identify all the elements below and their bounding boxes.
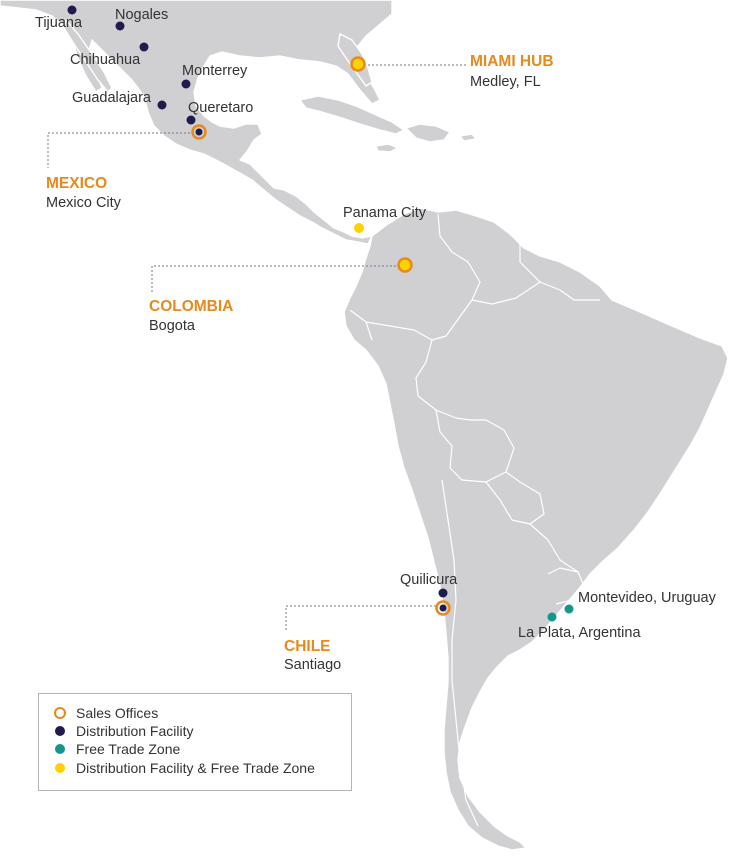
legend-item-dist-free-trade: Distribution Facility & Free Trade Zone: [51, 759, 315, 777]
hub-title-chile: CHILE: [284, 638, 331, 655]
city-label-tijuana: Tijuana: [35, 15, 83, 31]
border-ecuador: [349, 309, 373, 341]
distribution-dot-icon: [51, 722, 69, 740]
puerto-rico: [459, 133, 477, 142]
legend-item-distribution: Distribution Facility: [51, 722, 193, 740]
border-central-america: [299, 189, 327, 213]
city-label-nogales: Nogales: [115, 7, 168, 23]
border-mexico-guatemala: [257, 165, 285, 183]
free-trade-marker-la-plata[interactable]: [547, 612, 557, 622]
city-label-la-plata: La Plata, Argentina: [518, 625, 641, 641]
border-chile-argentina: [441, 479, 479, 827]
border-argentina-brazil: [529, 523, 579, 573]
legend-label-sales-offices: Sales Offices: [76, 705, 159, 721]
hub-title-miami: MIAMI HUB: [470, 53, 554, 70]
cuba: [299, 95, 405, 135]
hub-subtitle-colombia: Bogota: [149, 318, 196, 334]
distribution-marker-monterrey[interactable]: [181, 79, 191, 89]
city-label-panama-city: Panama City: [343, 205, 427, 221]
border-peru-brazil: [415, 339, 471, 421]
sales-office-marker-bogota[interactable]: [397, 257, 413, 273]
baja-california: [63, 19, 113, 93]
distribution-marker-chihuahua[interactable]: [139, 42, 149, 52]
city-label-chihuahua: Chihuahua: [70, 52, 141, 68]
north-america-landmass: [0, 0, 393, 245]
hub-subtitle-chile: Santiago: [284, 657, 341, 673]
legend-label-dist-free-trade: Distribution Facility & Free Trade Zone: [76, 760, 315, 776]
hub-title-colombia: COLOMBIA: [149, 298, 233, 315]
map-legend: Sales Offices Distribution Facility Free…: [38, 693, 352, 791]
hub-subtitle-miami: Medley, FL: [470, 74, 541, 90]
free-trade-marker-montevideo[interactable]: [564, 604, 574, 614]
border-paraguay: [485, 471, 545, 525]
legend-label-free-trade: Free Trade Zone: [76, 741, 181, 757]
leader-colombia: [151, 265, 396, 292]
distribution-marker-nogales[interactable]: [115, 21, 125, 31]
city-label-guadalajara: Guadalajara: [72, 90, 152, 106]
jamaica: [375, 143, 399, 153]
hub-subtitle-mexico: Mexico City: [46, 195, 122, 211]
dist-free-trade-dot-icon: [51, 759, 69, 777]
leader-chile: [285, 605, 436, 632]
sales-office-marker-santiago[interactable]: [435, 600, 451, 616]
legend-label-distribution: Distribution Facility: [76, 723, 194, 739]
distribution-marker-santiago: [439, 604, 447, 612]
border-uruguay: [547, 567, 585, 605]
distribution-marker-tijuana[interactable]: [67, 5, 77, 15]
distribution-marker-guadalajara[interactable]: [157, 100, 167, 110]
hispaniola: [405, 123, 451, 143]
city-label-queretaro: Queretaro: [188, 100, 253, 116]
city-label-montevideo: Montevideo, Uruguay: [578, 590, 717, 606]
leader-mexico: [47, 132, 190, 168]
free-trade-dot-icon: [51, 740, 69, 758]
border-colombia-peru: [365, 299, 473, 341]
sales-office-ring-icon: [51, 704, 69, 722]
sales-office-marker-miami[interactable]: [350, 56, 366, 72]
border-colombia-venezuela: [437, 213, 481, 301]
distribution-marker-mexico-city: [195, 128, 203, 136]
legend-item-sales-offices: Sales Offices: [51, 704, 158, 722]
legend-item-free-trade: Free Trade Zone: [51, 740, 180, 758]
hub-title-mexico: MEXICO: [46, 175, 107, 192]
distribution-marker-quilicura[interactable]: [438, 588, 448, 598]
distribution-marker-queretaro[interactable]: [186, 115, 196, 125]
border-brazil-north: [471, 281, 541, 305]
city-label-quilicura: Quilicura: [400, 572, 458, 588]
border-venezuela-guyana: [519, 236, 600, 301]
sales-office-marker-mexico-city[interactable]: [191, 124, 207, 140]
city-label-monterrey: Monterrey: [182, 63, 248, 79]
dist-free-trade-marker-panama[interactable]: [354, 223, 364, 233]
